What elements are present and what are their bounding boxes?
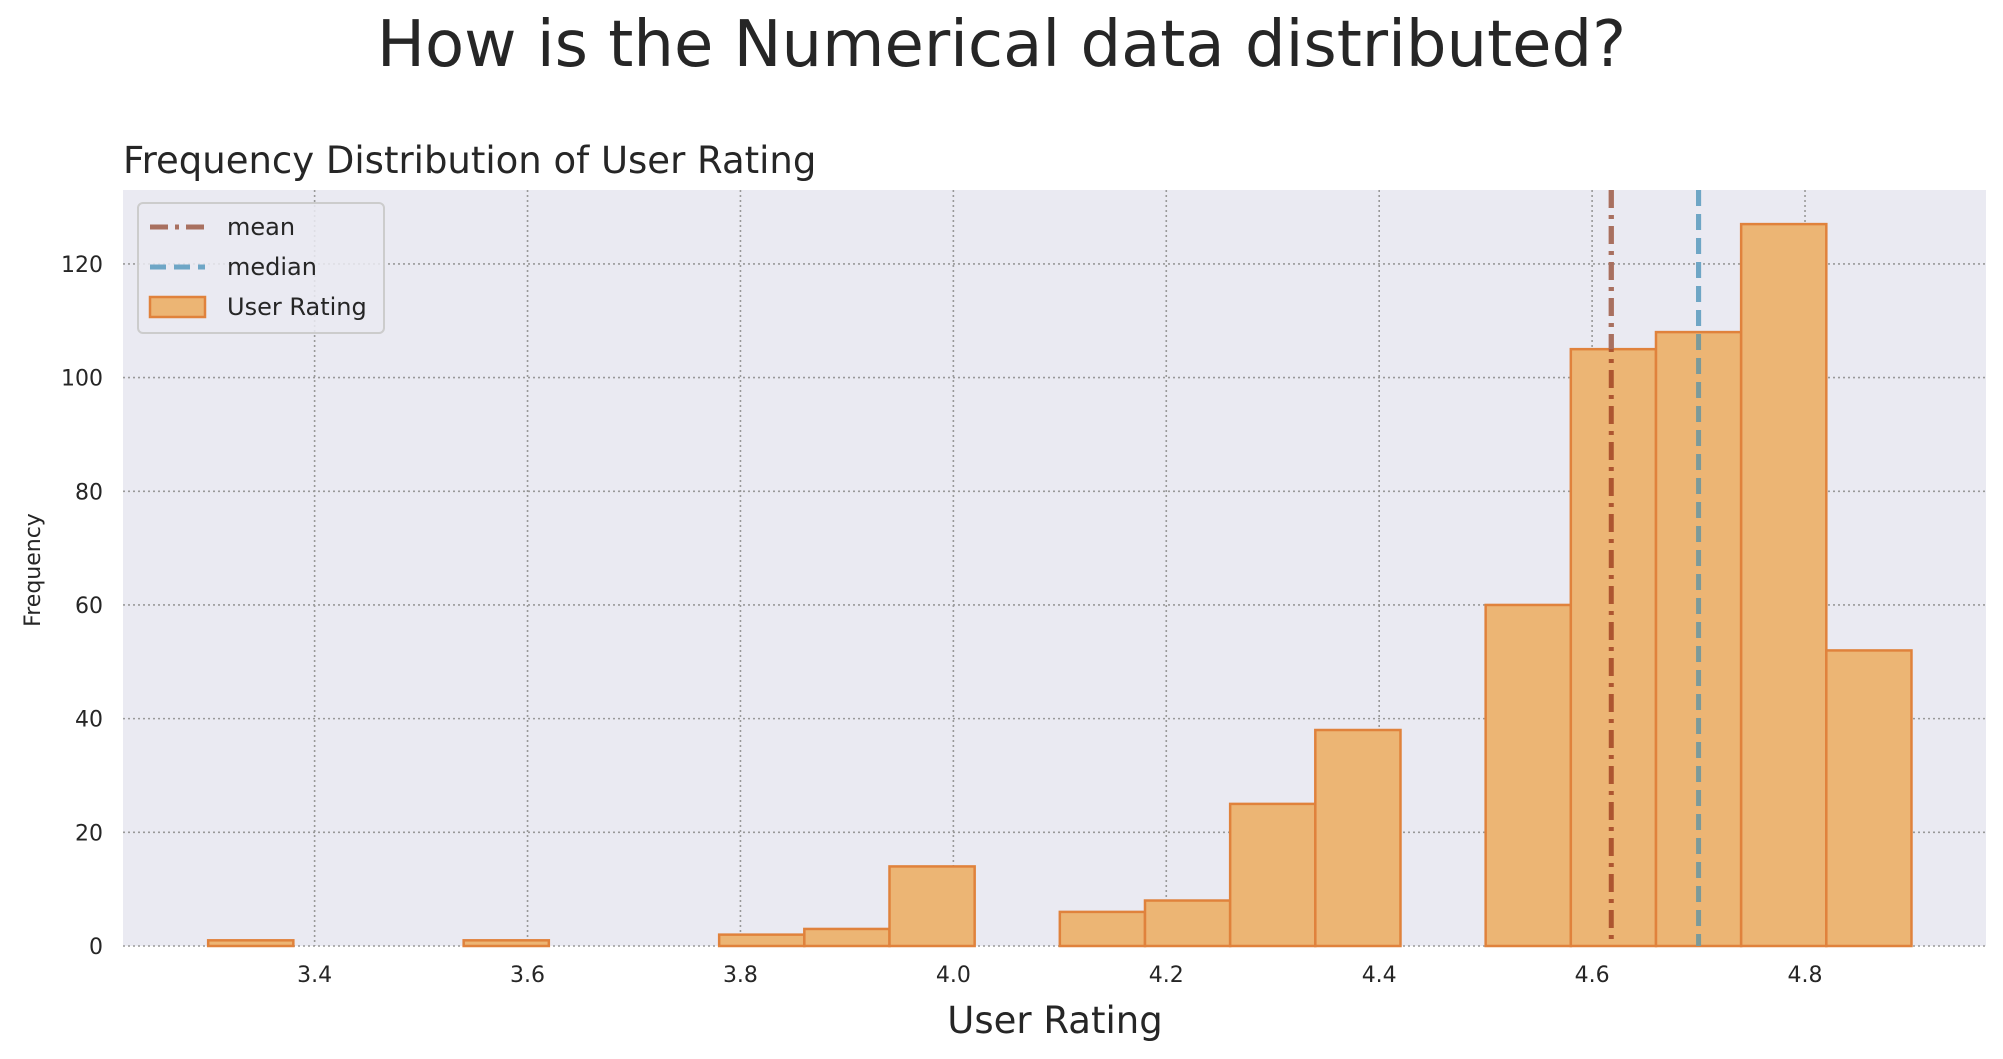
histogram-bar xyxy=(1825,649,1913,948)
x-tick-label: 3.4 xyxy=(297,963,332,988)
legend-label: median xyxy=(227,253,317,281)
y-tick-label: 40 xyxy=(75,708,103,733)
histogram-bar xyxy=(206,939,295,948)
x-tick-label: 4.4 xyxy=(1362,963,1397,988)
y-tick-label: 20 xyxy=(75,821,103,846)
legend-label: User Rating xyxy=(227,293,367,321)
histogram-bar xyxy=(1314,728,1402,948)
y-tick-label: 0 xyxy=(89,935,103,960)
x-tick-label: 4.8 xyxy=(1788,963,1823,988)
histogram-bar xyxy=(888,865,976,948)
histogram-bar xyxy=(1058,910,1147,948)
histogram-bar xyxy=(1228,802,1317,948)
histogram-bar xyxy=(717,933,806,948)
histogram-bar xyxy=(803,927,891,948)
legend-label: mean xyxy=(227,213,295,241)
y-tick-label: 120 xyxy=(61,253,103,278)
x-tick-label: 3.6 xyxy=(510,963,545,988)
x-tick-label: 4.6 xyxy=(1575,963,1610,988)
x-axis-label: User Rating xyxy=(947,999,1162,1042)
histogram-bar xyxy=(1143,899,1232,948)
chart-title: Frequency Distribution of User Rating xyxy=(123,139,816,182)
histogram-bar xyxy=(1739,222,1828,948)
legend-swatch-user-rating xyxy=(148,295,207,319)
y-tick-label: 100 xyxy=(61,367,103,392)
axis-ticks: 3.4 3.6 3.8 4.0 4.2 4.4 4.6 4.8 0 20 40 60 80 100 120 xyxy=(61,253,1823,988)
y-axis-label: Frequency xyxy=(21,513,46,627)
histogram-bar xyxy=(1484,603,1573,948)
x-tick-label: 4.0 xyxy=(936,963,971,988)
x-tick-label: 4.2 xyxy=(1149,963,1184,988)
histogram-bar xyxy=(462,939,551,948)
y-tick-label: 60 xyxy=(75,594,103,619)
page-title: How is the Numerical data distributed? xyxy=(376,8,1627,82)
stat-lines xyxy=(1608,190,1702,946)
x-tick-label: 3.8 xyxy=(723,963,758,988)
y-tick-label: 80 xyxy=(75,480,103,505)
chart-legend: mean median User Rating xyxy=(137,202,385,334)
